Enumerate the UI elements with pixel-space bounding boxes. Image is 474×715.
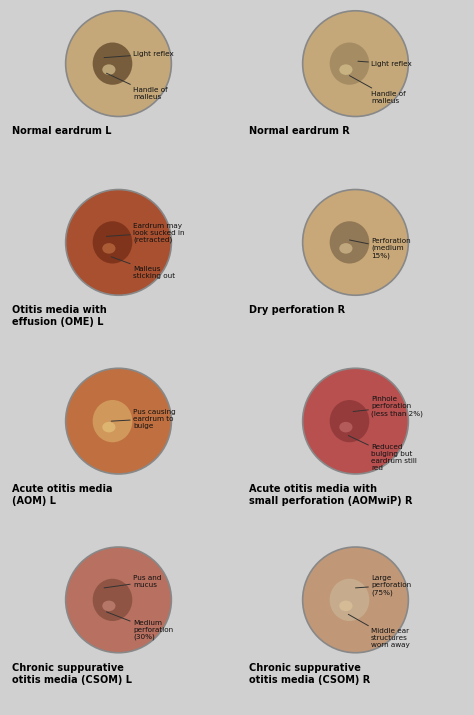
- Text: Perforation
(medium
15%): Perforation (medium 15%): [349, 238, 411, 259]
- Ellipse shape: [102, 64, 116, 75]
- Text: Chronic suppurative
otitis media (CSOM) L: Chronic suppurative otitis media (CSOM) …: [12, 663, 132, 685]
- Circle shape: [65, 11, 172, 117]
- Ellipse shape: [102, 243, 116, 254]
- Circle shape: [302, 547, 409, 653]
- Circle shape: [302, 189, 409, 295]
- Circle shape: [302, 368, 409, 474]
- Text: Light reflex: Light reflex: [104, 51, 173, 58]
- Text: Medium
perforation
(30%): Medium perforation (30%): [107, 612, 173, 640]
- Text: Malleus
sticking out: Malleus sticking out: [111, 257, 175, 279]
- Text: Normal eardrum R: Normal eardrum R: [249, 127, 349, 137]
- Circle shape: [302, 11, 409, 117]
- Text: Acute otitis media
(AOM) L: Acute otitis media (AOM) L: [12, 484, 112, 506]
- Text: Light reflex: Light reflex: [358, 61, 412, 66]
- Circle shape: [65, 368, 172, 474]
- Circle shape: [65, 547, 172, 653]
- Text: Normal eardrum L: Normal eardrum L: [12, 127, 111, 137]
- Ellipse shape: [102, 601, 116, 611]
- Text: Pus and
mucus: Pus and mucus: [104, 576, 161, 588]
- Ellipse shape: [330, 42, 369, 85]
- Ellipse shape: [93, 578, 132, 621]
- Ellipse shape: [93, 400, 132, 443]
- Ellipse shape: [93, 42, 132, 85]
- Circle shape: [65, 189, 172, 295]
- Text: Pinhole
perforation
(less than 2%): Pinhole perforation (less than 2%): [353, 397, 423, 417]
- Text: Pus causing
eardrum to
bulge: Pus causing eardrum to bulge: [111, 409, 176, 429]
- Text: Large
perforation
(75%): Large perforation (75%): [356, 576, 411, 596]
- Ellipse shape: [339, 243, 353, 254]
- Ellipse shape: [339, 422, 353, 433]
- Text: Acute otitis media with
small perforation (AOMwiP) R: Acute otitis media with small perforatio…: [249, 484, 412, 506]
- Text: Handle of
malleus: Handle of malleus: [349, 76, 406, 104]
- Ellipse shape: [330, 400, 369, 443]
- Text: Handle of
malleus: Handle of malleus: [107, 73, 167, 100]
- Ellipse shape: [330, 578, 369, 621]
- Text: Chronic suppurative
otitis media (CSOM) R: Chronic suppurative otitis media (CSOM) …: [249, 663, 370, 685]
- Text: Dry perforation R: Dry perforation R: [249, 305, 345, 315]
- Text: Eardrum may
look sucked in
(retracted): Eardrum may look sucked in (retracted): [107, 222, 184, 243]
- Ellipse shape: [339, 64, 353, 75]
- Ellipse shape: [330, 221, 369, 264]
- Text: Reduced
bulging but
eardrum still
red: Reduced bulging but eardrum still red: [348, 435, 417, 470]
- Ellipse shape: [93, 221, 132, 264]
- Ellipse shape: [339, 601, 353, 611]
- Text: Otitis media with
effusion (OME) L: Otitis media with effusion (OME) L: [12, 305, 106, 327]
- Ellipse shape: [102, 422, 116, 433]
- Text: Middle ear
structures
worn away: Middle ear structures worn away: [348, 614, 410, 649]
